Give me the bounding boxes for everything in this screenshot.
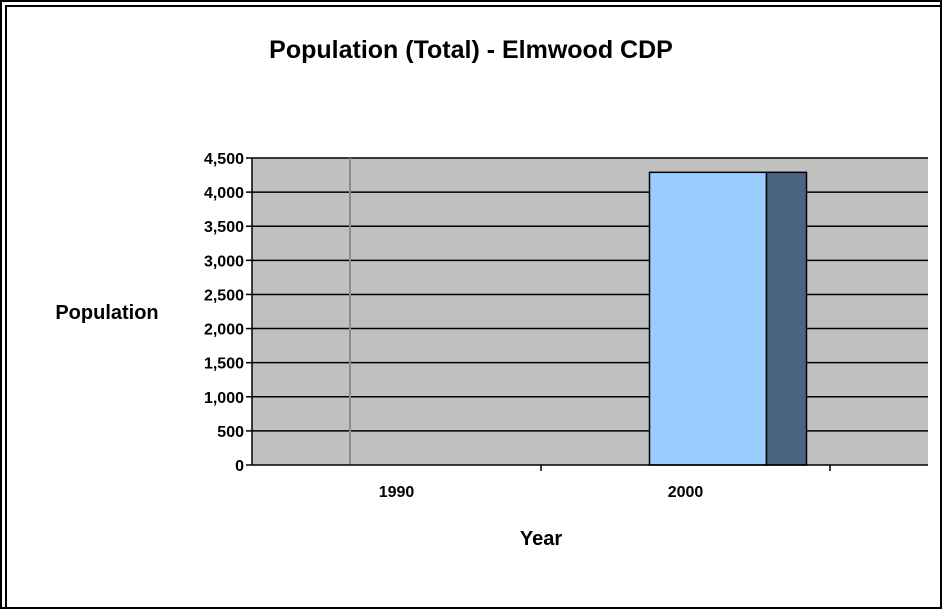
y-tick-label: 2,000 <box>204 322 244 339</box>
y-tick-label: 4,500 <box>204 151 244 168</box>
y-tick-label: 500 <box>217 424 244 441</box>
bar-2000 <box>648 171 768 466</box>
y-tick-label: 2,500 <box>204 287 244 304</box>
chart-title: Population (Total) - Elmwood CDP <box>269 36 673 64</box>
x-axis-label: Year <box>520 528 562 550</box>
x-tick-label: 1990 <box>379 484 415 501</box>
y-tick-label: 4,000 <box>204 185 244 202</box>
y-tick-label: 3,500 <box>204 219 244 236</box>
chart-frame-inner <box>5 5 942 609</box>
y-tick-label: 1,500 <box>204 356 244 373</box>
axes <box>246 157 928 471</box>
y-axis-label: Population <box>55 302 158 324</box>
plot-area <box>252 158 928 465</box>
y-tick-labels: 0 500 1,000 1,500 2,000 2,500 3,000 3,500 4,000 4… <box>204 151 244 475</box>
y-tick-label: 3,000 <box>204 253 244 270</box>
y-tick-label: 0 <box>235 458 244 475</box>
bar-side-2000 <box>765 171 808 466</box>
gridlines <box>252 157 928 465</box>
bars <box>648 171 808 466</box>
y-tick-label: 1,000 <box>204 390 244 407</box>
x-tick-label: 2000 <box>668 484 704 501</box>
x-tick-labels: 1990 2000 <box>379 484 704 501</box>
